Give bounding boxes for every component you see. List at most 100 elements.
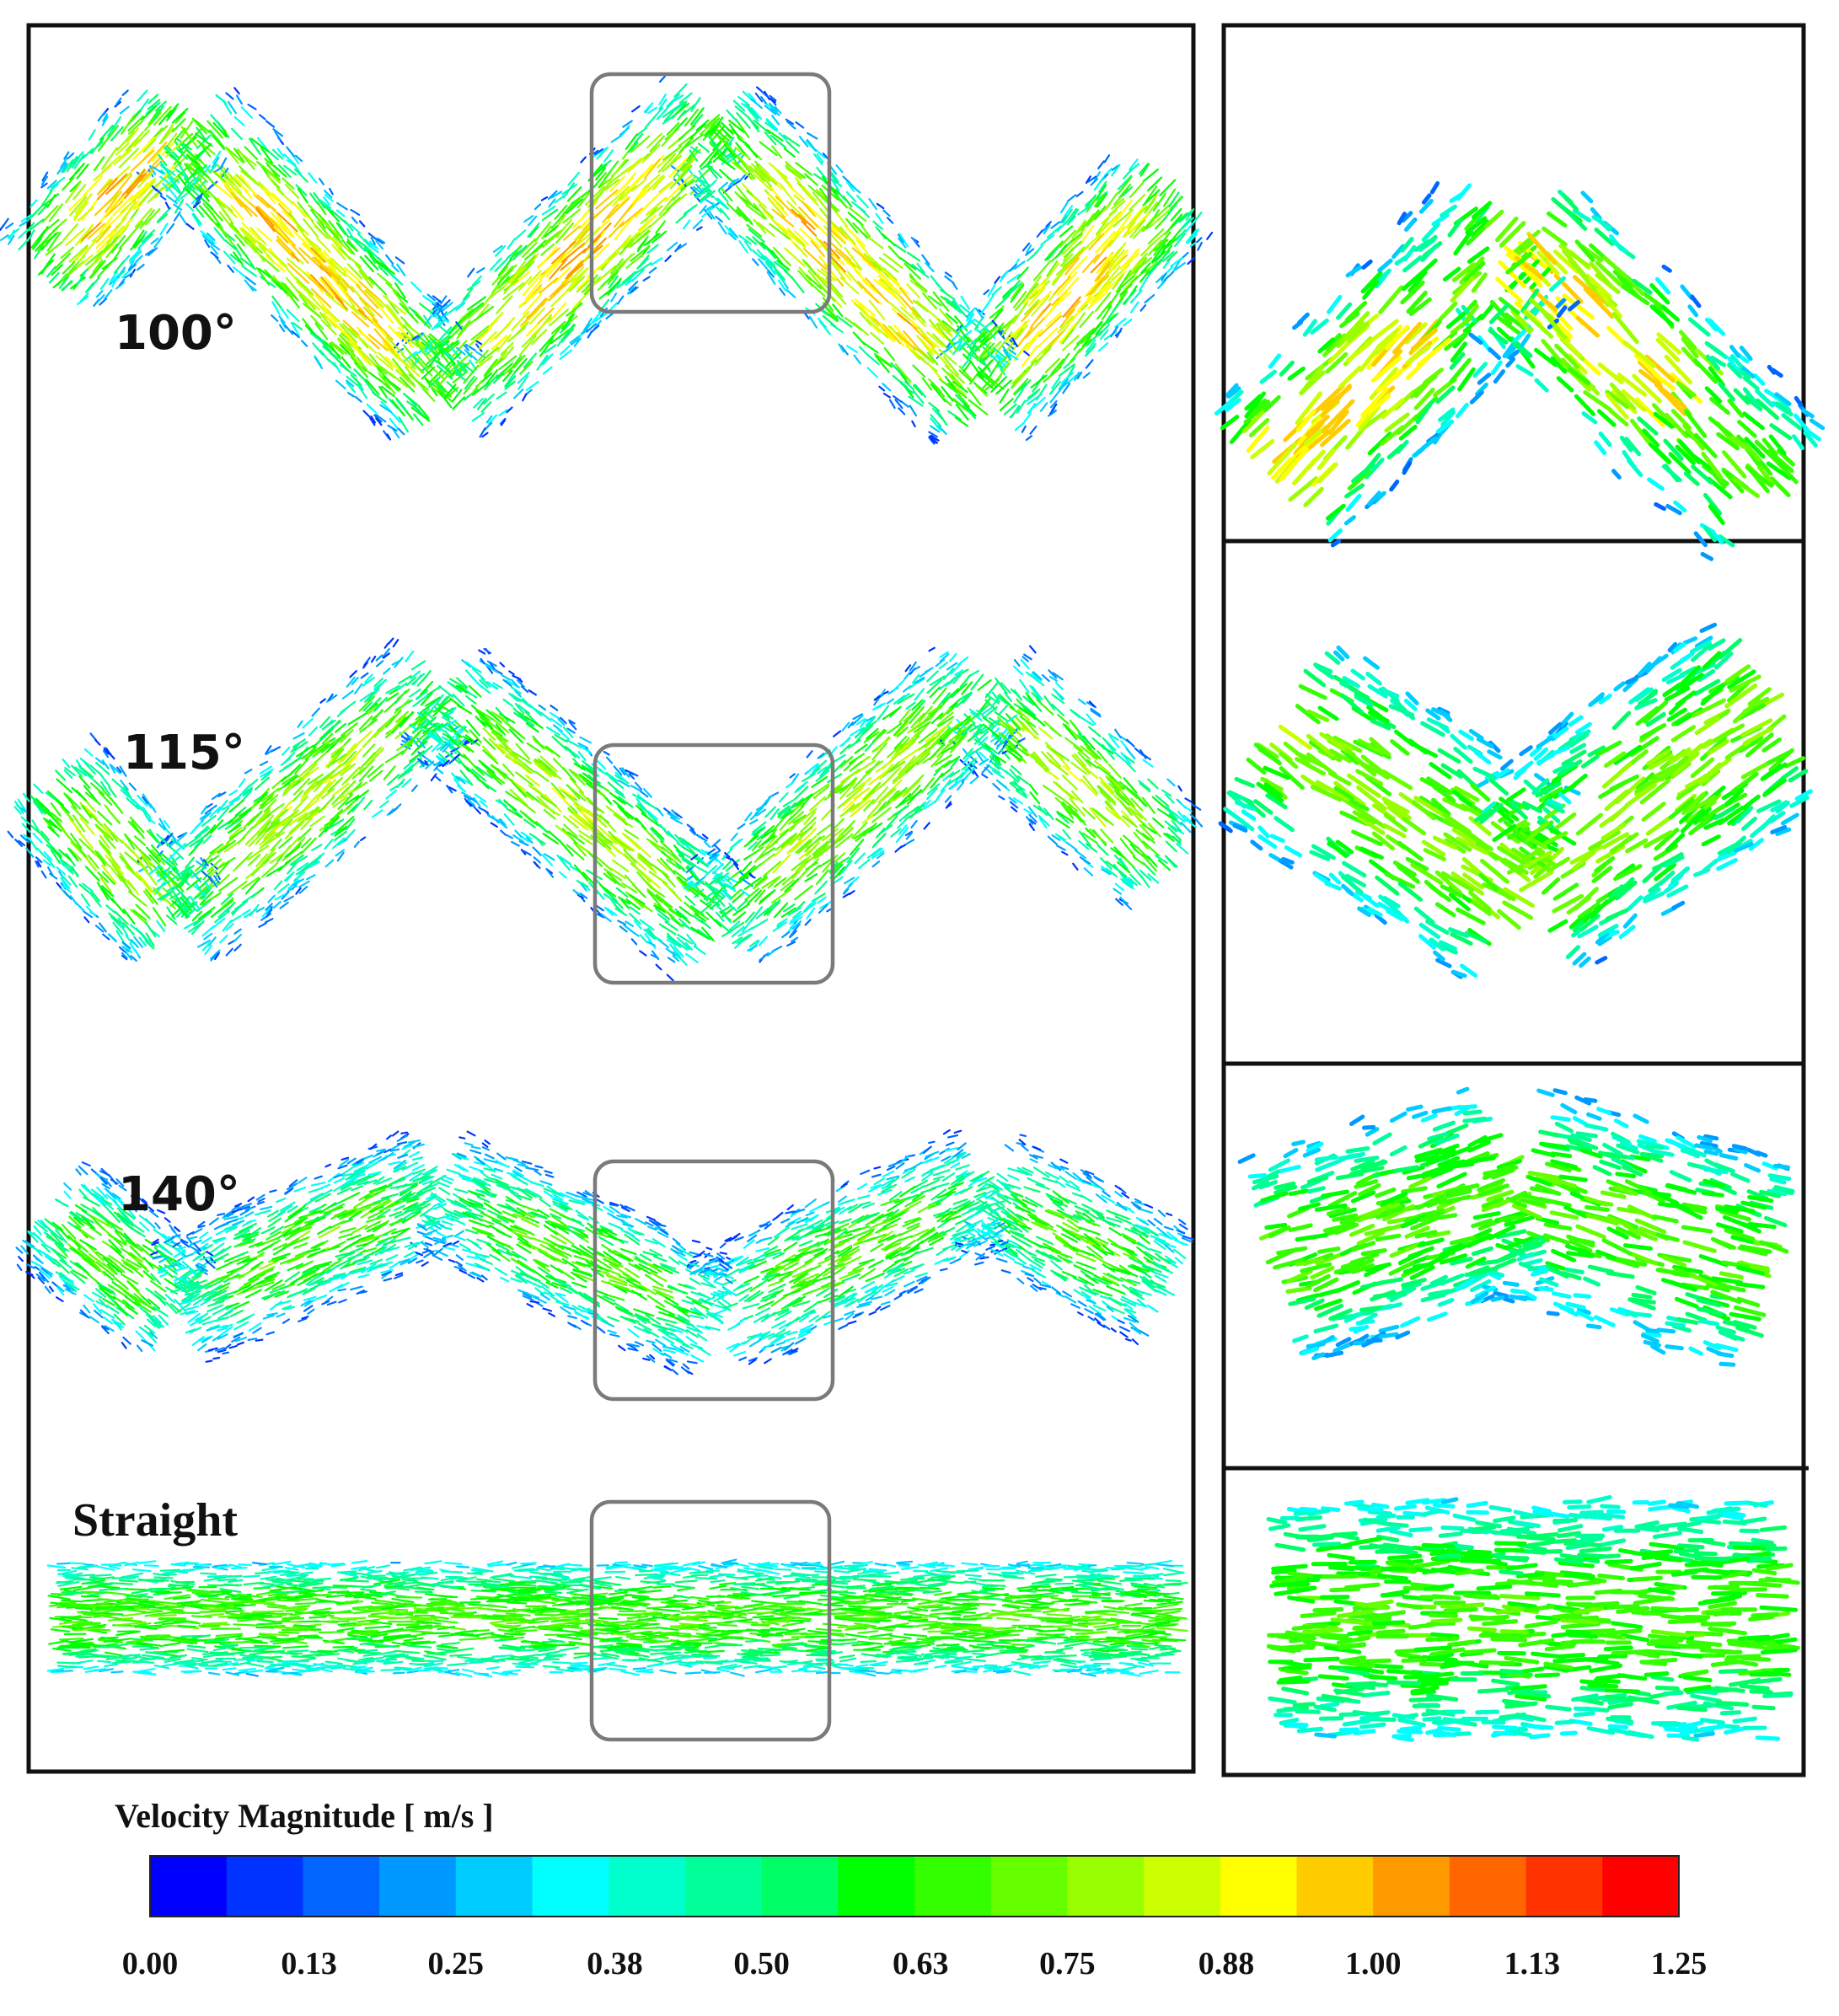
velocity-vector [40,182,48,189]
velocity-vector [938,378,958,394]
velocity-vector [275,281,287,294]
velocity-vector [608,275,619,289]
velocity-vector [1042,261,1060,285]
velocity-vector [320,319,337,335]
velocity-vector [350,223,361,234]
velocity-vector [411,784,418,792]
velocity-vector [609,158,627,182]
velocity-vector [522,272,544,297]
velocity-vector [646,196,668,216]
velocity-vector [847,212,864,226]
velocity-vector [80,221,102,242]
velocity-vector [147,94,159,105]
velocity-vector [431,742,441,753]
velocity-vector [853,303,876,322]
velocity-vector [785,118,795,125]
velocity-vector [99,277,110,290]
velocity-vector [164,201,170,210]
velocity-vector [1113,887,1123,895]
velocity-vector [478,807,490,813]
velocity-vector [542,354,553,366]
velocity-vector [1085,359,1094,369]
velocity-vector [310,247,326,263]
velocity-vector [225,947,233,957]
velocity-vector [260,848,276,866]
velocity-vector [504,372,516,388]
velocity-vector [192,212,202,226]
velocity-vector [1138,780,1151,791]
velocity-vector [377,237,386,244]
velocity-vector [1027,278,1047,299]
velocity-vector [1085,194,1097,210]
velocity-vector [1095,184,1107,201]
velocity-vector [967,387,982,406]
velocity-vector [347,392,355,398]
velocity-vector [697,142,710,153]
velocity-vector [808,315,818,329]
velocity-vector [780,172,792,188]
velocity-vector [709,123,721,138]
velocity-vector [801,200,816,217]
velocity-vector [797,270,813,287]
velocity-vector [842,175,850,183]
velocity-vector [281,746,291,756]
velocity-vector [29,199,38,208]
velocity-vector [882,209,891,217]
velocity-vector [791,208,807,225]
velocity-vector [354,395,362,403]
velocity-vector [297,720,303,728]
velocity-vector [717,221,727,235]
velocity-vector [616,279,630,289]
velocity-vector [398,416,410,433]
velocity-vector [403,324,419,345]
velocity-vector [284,871,295,882]
velocity-vector [835,164,844,174]
velocity-vector [550,705,559,711]
velocity-vector [523,215,534,223]
velocity-vector [920,339,936,355]
velocity-vector [1064,737,1084,752]
velocity-vector [930,414,942,427]
velocity-vector [753,173,773,192]
velocity-vector [544,251,566,273]
velocity-vector [395,292,409,303]
velocity-vector [1065,207,1078,223]
velocity-vector [291,330,300,339]
velocity-vector [628,281,639,291]
velocity-vector [630,938,638,946]
velocity-vector [426,293,436,302]
velocity-vector [845,217,859,233]
velocity-vector [330,341,344,355]
velocity-vector [179,212,188,226]
velocity-vector [678,176,697,190]
velocity-vector [536,823,549,834]
velocity-vector [830,178,840,191]
velocity-vector [194,819,204,829]
velocity-vector [288,212,304,233]
velocity-vector [337,223,350,239]
velocity-vector [491,335,508,351]
velocity-vector [822,314,837,328]
velocity-vector [81,147,94,160]
velocity-vector [210,251,219,259]
velocity-vector [253,194,270,209]
velocity-vector [354,262,369,281]
velocity-vector [644,115,657,129]
velocity-vector [633,898,653,913]
velocity-vector [460,294,470,304]
velocity-vector [555,222,575,244]
velocity-vector [271,278,282,290]
velocity-vector [365,378,380,395]
velocity-vector [250,137,270,153]
vector-field-115 [7,637,1204,982]
velocity-vector [121,89,129,96]
velocity-vector [782,134,801,147]
velocity-vector [681,158,696,172]
velocity-vector [846,271,863,290]
velocity-vector [802,259,818,276]
velocity-vector [482,749,499,764]
velocity-vector [1101,209,1118,225]
velocity-vector [947,410,962,421]
velocity-vector [584,185,605,206]
velocity-vector [1168,191,1180,208]
